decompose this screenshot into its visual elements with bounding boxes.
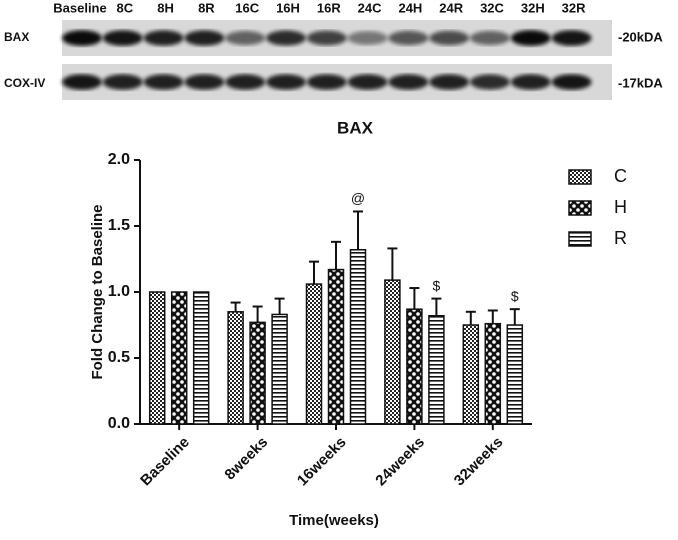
y-tick-label: 1.0	[108, 283, 130, 300]
bar	[406, 308, 423, 425]
lane-label: 8H	[157, 0, 174, 15]
bar	[170, 291, 188, 425]
blot-band	[306, 30, 347, 46]
annotation: @	[351, 190, 365, 206]
annotation: $	[433, 277, 441, 293]
bar	[148, 291, 166, 425]
bar	[305, 283, 323, 425]
legend-swatch	[568, 200, 592, 216]
blot-band	[388, 30, 429, 46]
blot-band	[429, 30, 470, 46]
x-tick-label: 8weeks	[221, 434, 271, 484]
blot-band	[510, 30, 551, 46]
blot-band	[551, 30, 592, 46]
blot-band	[143, 74, 184, 90]
lane-label: 8R	[198, 0, 215, 15]
blot-band	[143, 30, 184, 46]
lane-label: 16H	[276, 0, 300, 15]
y-axis-title: Fold Change to Baseline	[89, 204, 106, 379]
legend-label: H	[614, 197, 627, 217]
legend-swatch	[568, 169, 592, 185]
x-tick-label: Baseline	[137, 434, 193, 490]
chart-title: BAX	[337, 118, 374, 137]
bar	[192, 291, 210, 425]
x-axis-title: Time(weeks)	[289, 512, 379, 529]
blot-band	[470, 74, 510, 90]
legend-swatch	[568, 231, 592, 247]
lane-label: 16C	[235, 0, 259, 15]
blot-band	[62, 74, 102, 90]
lane-label: 32H	[521, 0, 545, 15]
row-label: BAX	[4, 30, 29, 44]
bar	[249, 321, 266, 425]
x-tick-label: 32weeks	[451, 434, 507, 490]
bar	[462, 324, 480, 425]
row-label: COX-IV	[4, 76, 45, 90]
bar	[506, 324, 524, 425]
lane-label: Baseline	[53, 0, 106, 15]
annotation: $	[511, 288, 519, 304]
bar	[227, 311, 244, 425]
lane-label: 32C	[480, 0, 504, 15]
blot-band	[306, 74, 347, 90]
blot-band	[347, 31, 388, 45]
blot-band	[347, 74, 388, 90]
blot-band	[184, 74, 225, 90]
blot-band	[388, 74, 429, 90]
bar	[428, 315, 445, 425]
x-tick-label: 16weeks	[294, 434, 350, 490]
lane-label: 24R	[439, 0, 463, 15]
size-label: -17kDA	[618, 75, 663, 90]
blot-band	[266, 74, 306, 90]
blot-band	[62, 30, 102, 46]
blot-band	[225, 74, 266, 90]
size-label: -20kDA	[618, 29, 663, 44]
blot-band	[225, 30, 266, 46]
lane-label: 16R	[317, 0, 341, 15]
legend-label: C	[614, 166, 627, 186]
y-tick-label: 2.0	[108, 151, 130, 168]
y-tick-label: 0.5	[108, 349, 130, 366]
lane-label: 24C	[358, 0, 382, 15]
bar	[384, 279, 401, 425]
legend-label: R	[614, 228, 627, 248]
x-tick-label: 24weeks	[372, 434, 428, 490]
blot-band	[102, 74, 143, 90]
y-tick-label: 0.0	[108, 415, 130, 432]
blot-band	[102, 30, 143, 46]
blot-band	[266, 30, 306, 46]
lane-label: 24H	[398, 0, 422, 15]
bar	[484, 322, 502, 425]
lane-label: 8C	[116, 0, 133, 15]
blot-band	[510, 74, 551, 90]
blot-band	[470, 30, 510, 46]
bar	[271, 313, 288, 425]
bar	[349, 249, 367, 425]
blot-band	[429, 74, 470, 90]
blot-band	[551, 74, 592, 90]
lane-label: 32R	[562, 0, 586, 15]
y-tick-label: 1.5	[108, 217, 130, 234]
blot-band	[184, 30, 225, 46]
bar	[327, 268, 345, 425]
